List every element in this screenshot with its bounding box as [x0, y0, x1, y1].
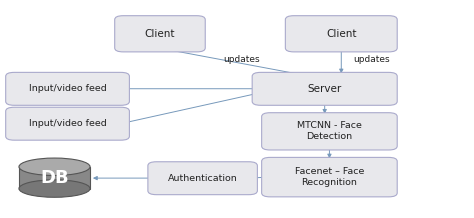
- FancyBboxPatch shape: [252, 72, 397, 105]
- Text: updates: updates: [223, 55, 259, 65]
- Text: MTCNN - Face
Detection: MTCNN - Face Detection: [297, 121, 362, 141]
- Polygon shape: [19, 167, 90, 189]
- Ellipse shape: [19, 158, 90, 175]
- Text: Server: Server: [308, 84, 342, 94]
- FancyBboxPatch shape: [115, 16, 205, 52]
- Text: Client: Client: [326, 29, 356, 39]
- Text: Client: Client: [145, 29, 175, 39]
- FancyBboxPatch shape: [6, 72, 129, 105]
- FancyBboxPatch shape: [262, 157, 397, 197]
- FancyBboxPatch shape: [262, 113, 397, 150]
- Text: Authentication: Authentication: [168, 174, 237, 183]
- FancyBboxPatch shape: [148, 162, 257, 195]
- Text: Facenet – Face
Recognition: Facenet – Face Recognition: [295, 167, 364, 187]
- Text: Input/video feed: Input/video feed: [28, 119, 107, 128]
- Text: updates: updates: [353, 55, 390, 65]
- FancyBboxPatch shape: [285, 16, 397, 52]
- Text: Input/video feed: Input/video feed: [28, 84, 107, 93]
- Ellipse shape: [19, 180, 90, 197]
- FancyBboxPatch shape: [6, 107, 129, 140]
- Text: DB: DB: [40, 169, 69, 187]
